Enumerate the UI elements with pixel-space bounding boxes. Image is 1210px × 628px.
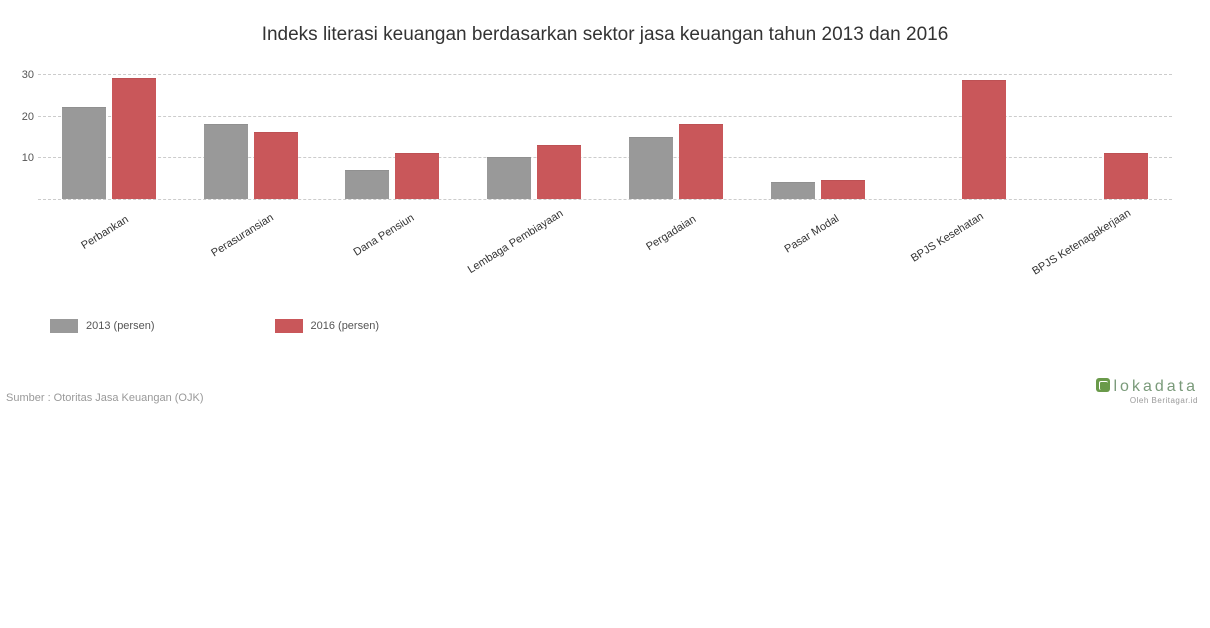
bar — [629, 137, 673, 200]
chart-title: Indeks literasi keuangan berdasarkan sek… — [8, 24, 1202, 46]
legend: 2013 (persen) 2016 (persen) — [50, 319, 1202, 333]
legend-label-2013: 2013 (persen) — [86, 320, 155, 332]
logo-main: lokadata — [1096, 378, 1199, 395]
category-label: Dana Pensiun — [352, 212, 417, 259]
category-group: Pasar Modal — [747, 74, 889, 199]
category-label: Perasuransian — [209, 212, 276, 260]
bar — [962, 80, 1006, 199]
category-label: BPJS Kesehatan — [909, 210, 986, 264]
legend-item-2013: 2013 (persen) — [50, 319, 155, 333]
y-tick-10: 10 — [10, 152, 34, 164]
category-group: Perasuransian — [180, 74, 322, 199]
bar — [537, 145, 581, 199]
category-label: Pergadaian — [644, 213, 698, 253]
bar — [821, 180, 865, 199]
bar — [1104, 153, 1148, 199]
category-label: Perbankan — [79, 214, 130, 252]
leaf-icon — [1096, 378, 1110, 392]
bar — [679, 124, 723, 199]
plot-area: 30 20 10 PerbankanPerasuransianDana Pens… — [38, 74, 1172, 199]
category-group: BPJS Kesehatan — [889, 74, 1031, 199]
legend-item-2016: 2016 (persen) — [275, 319, 380, 333]
bar — [487, 157, 531, 199]
bar — [345, 170, 389, 199]
grid-line-0 — [38, 199, 1172, 200]
bars-row: PerbankanPerasuransianDana PensiunLembag… — [38, 74, 1172, 199]
logo-main-text: lokadata — [1114, 378, 1199, 395]
bar — [204, 124, 248, 199]
bar — [62, 107, 106, 199]
y-tick-30: 30 — [10, 69, 34, 81]
category-label: BPJS Ketenagakerjaan — [1030, 207, 1133, 277]
source-text: Sumber : Otoritas Jasa Keuangan (OJK) — [6, 392, 203, 404]
bar — [771, 182, 815, 199]
category-group: Perbankan — [38, 74, 180, 199]
category-group: Pergadaian — [605, 74, 747, 199]
y-tick-20: 20 — [10, 111, 34, 123]
bar — [395, 153, 439, 199]
logo: lokadata Oleh Beritagar.id — [1096, 378, 1199, 405]
legend-swatch-2013 — [50, 319, 78, 333]
category-label: Lembaga Pembiayaan — [466, 208, 566, 277]
bar — [254, 132, 298, 199]
legend-label-2016: 2016 (persen) — [311, 320, 380, 332]
category-group: Dana Pensiun — [322, 74, 464, 199]
category-label: Pasar Modal — [782, 213, 841, 256]
category-group: BPJS Ketenagakerjaan — [1030, 74, 1172, 199]
bar — [112, 78, 156, 199]
chart-container: Indeks literasi keuangan berdasarkan sek… — [0, 0, 1210, 628]
legend-swatch-2016 — [275, 319, 303, 333]
logo-sub: Oleh Beritagar.id — [1096, 397, 1199, 405]
category-group: Lembaga Pembiayaan — [463, 74, 605, 199]
